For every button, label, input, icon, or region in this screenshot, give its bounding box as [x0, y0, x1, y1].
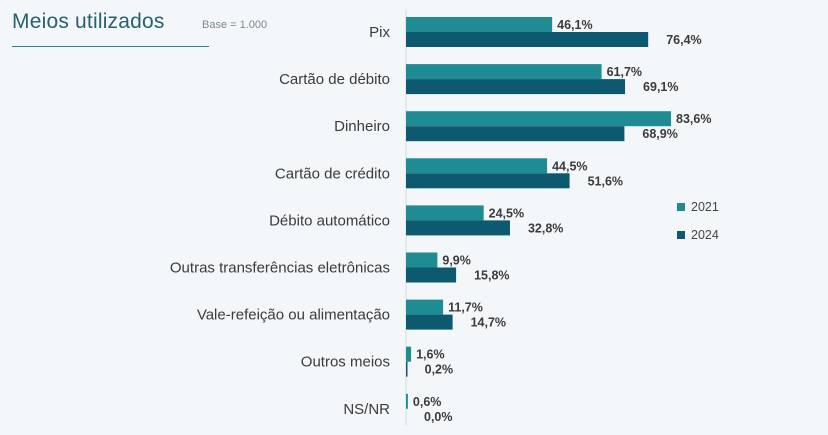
bar-2024 — [406, 79, 626, 95]
bar-2021 — [406, 205, 484, 221]
chart-header: Meios utilizados Base = 1.000 — [12, 6, 267, 47]
bar-2021 — [406, 252, 438, 268]
bar-2024 — [406, 126, 625, 142]
category-label: NS/NR — [343, 401, 390, 418]
category-label: Cartão de crédito — [275, 165, 390, 182]
bar-2021 — [406, 393, 408, 409]
legend: 2021 2024 — [677, 198, 719, 254]
data-label-2021: 11,7% — [448, 301, 483, 315]
data-label-2021: 1,6% — [416, 348, 445, 362]
data-label-2024: 32,8% — [528, 221, 563, 235]
category-label: Cartão de débito — [279, 71, 390, 88]
legend-swatch-2024 — [677, 231, 685, 239]
bar-2021 — [406, 64, 602, 80]
data-label-2024: 0,0% — [424, 410, 453, 424]
bar-2021 — [406, 158, 548, 174]
category-label: Outros meios — [301, 354, 390, 371]
bar-2024 — [406, 220, 510, 236]
bar-2024 — [406, 314, 453, 330]
legend-item-2024: 2024 — [677, 226, 719, 244]
data-label-2021: 46,1% — [557, 18, 592, 32]
bar-2021 — [406, 111, 672, 127]
data-label-2021: 9,9% — [442, 254, 471, 268]
category-label: Vale-refeição ou alimentação — [197, 307, 390, 324]
legend-item-2021: 2021 — [677, 198, 719, 216]
data-label-2024: 76,4% — [666, 33, 701, 47]
category-label: Dinheiro — [334, 118, 390, 135]
bar-2024 — [406, 267, 457, 283]
data-label-2024: 68,9% — [642, 127, 677, 141]
bar-2021 — [406, 299, 444, 315]
legend-swatch-2021 — [677, 203, 685, 211]
bar-2021 — [406, 346, 412, 362]
category-label: Outras transferências eletrônicas — [170, 260, 390, 277]
data-label-2021: 44,5% — [552, 159, 587, 173]
data-label-2024: 69,1% — [643, 80, 678, 94]
data-label-2024: 0,2% — [425, 363, 454, 377]
data-label-2021: 61,7% — [607, 65, 642, 79]
category-label: Pix — [369, 24, 390, 41]
title-underline — [12, 46, 209, 47]
base-note: Base = 1.000 — [202, 19, 268, 31]
data-label-2021: 24,5% — [489, 206, 524, 220]
bar-2021 — [406, 17, 553, 32]
data-label-2024: 15,8% — [474, 269, 509, 283]
chart-title: Meios utilizados — [12, 10, 165, 33]
data-label-2024: 14,7% — [471, 316, 506, 330]
bar-2024 — [406, 173, 570, 189]
bar-2024 — [406, 32, 649, 47]
legend-label-2021: 2021 — [691, 200, 719, 214]
legend-label-2024: 2024 — [691, 228, 719, 242]
data-label-2021: 83,6% — [676, 112, 711, 126]
category-label: Débito automático — [269, 212, 390, 229]
data-label-2021: 0,6% — [413, 395, 442, 409]
data-label-2024: 51,6% — [588, 174, 623, 188]
bar-2024 — [406, 361, 408, 377]
